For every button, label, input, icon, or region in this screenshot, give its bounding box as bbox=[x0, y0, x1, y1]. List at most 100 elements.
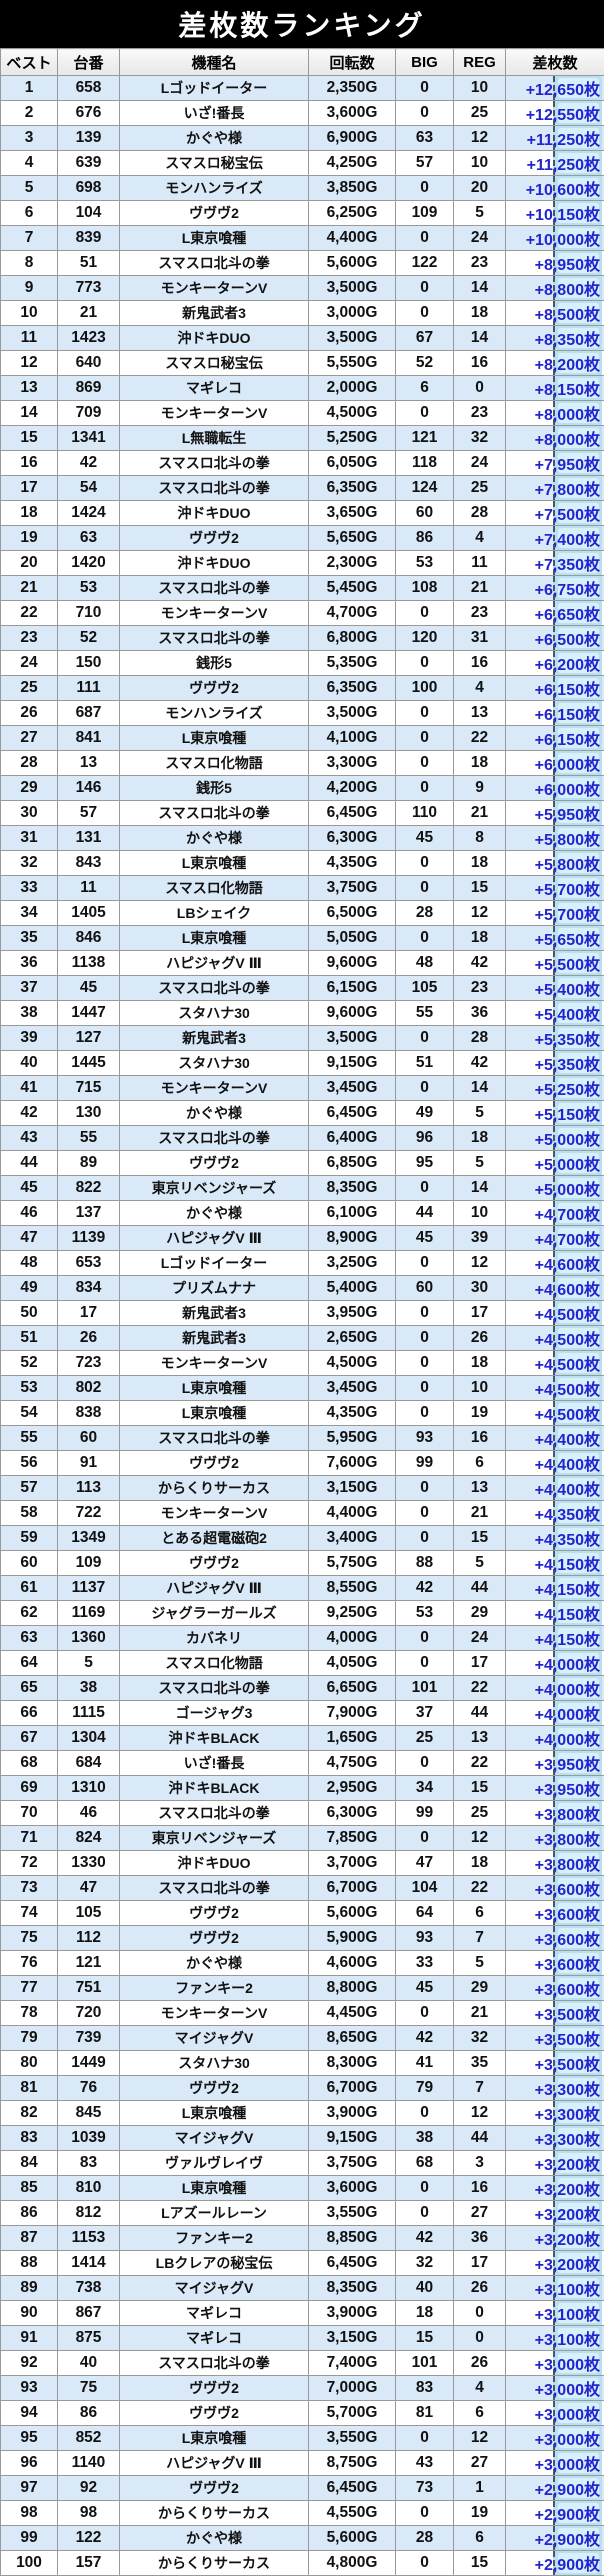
table-row: 17 54 スマスロ北斗の拳 6,350G 124 25 +7,800枚 bbox=[1, 476, 604, 501]
diff-cell: +3,000枚 bbox=[506, 2401, 604, 2426]
table-row: 9 773 モンキーターンV 3,500G 0 14 +8,800枚 bbox=[1, 276, 604, 301]
table-row: 57 113 からくりサーカス 3,150G 0 13 +4,400枚 bbox=[1, 1476, 604, 1501]
reg-count-cell: 32 bbox=[454, 2026, 506, 2051]
machine-number-cell: 773 bbox=[58, 276, 120, 301]
column-header-big: BIG bbox=[396, 49, 454, 76]
rank-cell: 31 bbox=[1, 826, 58, 851]
diff-value: +6,000枚 bbox=[535, 757, 600, 774]
diff-cell: +6,000枚 bbox=[506, 751, 604, 776]
model-name-cell: 沖ドキDUO bbox=[120, 1851, 309, 1876]
diff-cell: +4,400枚 bbox=[506, 1451, 604, 1476]
machine-number-cell: 653 bbox=[58, 1251, 120, 1276]
model-name-cell: スマスロ北斗の拳 bbox=[120, 801, 309, 826]
rank-cell: 47 bbox=[1, 1226, 58, 1251]
spins-cell: 3,150G bbox=[309, 2326, 396, 2351]
model-name-cell: 銭形5 bbox=[120, 776, 309, 801]
diff-value: +3,200枚 bbox=[535, 2157, 600, 2174]
diff-value: +5,000枚 bbox=[535, 1157, 600, 1174]
rank-cell: 59 bbox=[1, 1526, 58, 1551]
column-header-spins: 回転数 bbox=[309, 49, 396, 76]
rank-cell: 60 bbox=[1, 1551, 58, 1576]
diff-value: +3,800枚 bbox=[535, 1857, 600, 1874]
model-name-cell: マギレコ bbox=[120, 2301, 309, 2326]
table-row: 76 121 かぐや様 4,600G 33 5 +3,600枚 bbox=[1, 1951, 604, 1976]
spins-cell: 3,500G bbox=[309, 1026, 396, 1051]
big-count-cell: 0 bbox=[396, 2551, 454, 2576]
machine-number-cell: 127 bbox=[58, 1026, 120, 1051]
model-name-cell: 新鬼武者3 bbox=[120, 301, 309, 326]
machine-number-cell: 63 bbox=[58, 526, 120, 551]
diff-cell: +6,000枚 bbox=[506, 776, 604, 801]
model-name-cell: ゴージャグ3 bbox=[120, 1701, 309, 1726]
rank-cell: 45 bbox=[1, 1176, 58, 1201]
rank-cell: 19 bbox=[1, 526, 58, 551]
diff-cell: +5,000枚 bbox=[506, 1126, 604, 1151]
model-name-cell: スマスロ北斗の拳 bbox=[120, 1676, 309, 1701]
rank-cell: 69 bbox=[1, 1776, 58, 1801]
table-row: 82 845 L東京喰種 3,900G 0 12 +3,300枚 bbox=[1, 2101, 604, 2126]
big-count-cell: 0 bbox=[396, 1326, 454, 1351]
model-name-cell: L東京喰種 bbox=[120, 1376, 309, 1401]
diff-cell: +6,150枚 bbox=[506, 701, 604, 726]
diff-value: +4,500枚 bbox=[535, 1382, 600, 1399]
spins-cell: 3,400G bbox=[309, 1526, 396, 1551]
reg-count-cell: 29 bbox=[454, 1601, 506, 1626]
model-name-cell: スマスロ化物語 bbox=[120, 876, 309, 901]
diff-cell: +10,150枚 bbox=[506, 201, 604, 226]
reg-count-cell: 5 bbox=[454, 201, 506, 226]
machine-number-cell: 1039 bbox=[58, 2126, 120, 2151]
spins-cell: 7,850G bbox=[309, 1826, 396, 1851]
reg-count-cell: 18 bbox=[454, 1126, 506, 1151]
table-row: 56 91 ヴヴヴ2 7,600G 99 6 +4,400枚 bbox=[1, 1451, 604, 1476]
diff-cell: +4,500枚 bbox=[506, 1326, 604, 1351]
diff-cell: +4,600枚 bbox=[506, 1251, 604, 1276]
rank-cell: 77 bbox=[1, 1976, 58, 2001]
machine-number-cell: 1423 bbox=[58, 326, 120, 351]
big-count-cell: 67 bbox=[396, 326, 454, 351]
machine-number-cell: 54 bbox=[58, 476, 120, 501]
model-name-cell: スマスロ化物語 bbox=[120, 1651, 309, 1676]
big-count-cell: 25 bbox=[396, 1726, 454, 1751]
big-count-cell: 0 bbox=[396, 1026, 454, 1051]
spins-cell: 3,600G bbox=[309, 2176, 396, 2201]
model-name-cell: スマスロ北斗の拳 bbox=[120, 626, 309, 651]
big-count-cell: 0 bbox=[396, 1176, 454, 1201]
diff-cell: +8,500枚 bbox=[506, 301, 604, 326]
reg-count-cell: 26 bbox=[454, 2351, 506, 2376]
rank-cell: 84 bbox=[1, 2151, 58, 2176]
spins-cell: 7,600G bbox=[309, 1451, 396, 1476]
spins-cell: 4,600G bbox=[309, 1951, 396, 1976]
diff-cell: +4,500枚 bbox=[506, 1301, 604, 1326]
diff-value: +3,200枚 bbox=[535, 2257, 600, 2274]
rank-cell: 62 bbox=[1, 1601, 58, 1626]
model-name-cell: マギレコ bbox=[120, 376, 309, 401]
diff-value: +5,350枚 bbox=[535, 1032, 600, 1049]
rank-cell: 7 bbox=[1, 226, 58, 251]
big-count-cell: 122 bbox=[396, 251, 454, 276]
model-name-cell: L無職転生 bbox=[120, 426, 309, 451]
table-row: 58 722 モンキーターンV 4,400G 0 21 +4,350枚 bbox=[1, 1501, 604, 1526]
diff-value: +3,000枚 bbox=[535, 2457, 600, 2474]
machine-number-cell: 640 bbox=[58, 351, 120, 376]
rank-cell: 6 bbox=[1, 201, 58, 226]
big-count-cell: 93 bbox=[396, 1426, 454, 1451]
big-count-cell: 93 bbox=[396, 1926, 454, 1951]
big-count-cell: 0 bbox=[396, 1251, 454, 1276]
diff-cell: +5,000枚 bbox=[506, 1176, 604, 1201]
diff-value: +4,000枚 bbox=[535, 1707, 600, 1724]
machine-number-cell: 57 bbox=[58, 801, 120, 826]
big-count-cell: 99 bbox=[396, 1451, 454, 1476]
rank-cell: 36 bbox=[1, 951, 58, 976]
machine-number-cell: 60 bbox=[58, 1426, 120, 1451]
table-row: 84 83 ヴァルヴレイヴ 3,750G 68 3 +3,200枚 bbox=[1, 2151, 604, 2176]
model-name-cell: スマスロ北斗の拳 bbox=[120, 976, 309, 1001]
machine-number-cell: 1137 bbox=[58, 1576, 120, 1601]
diff-value: +3,000枚 bbox=[535, 2407, 600, 2424]
big-count-cell: 63 bbox=[396, 126, 454, 151]
reg-count-cell: 10 bbox=[454, 1376, 506, 1401]
machine-number-cell: 845 bbox=[58, 2101, 120, 2126]
table-row: 60 109 ヴヴヴ2 5,750G 88 5 +4,150枚 bbox=[1, 1551, 604, 1576]
spins-cell: 8,900G bbox=[309, 1226, 396, 1251]
model-name-cell: LBクレアの秘宝伝 bbox=[120, 2251, 309, 2276]
diff-cell: +5,700枚 bbox=[506, 876, 604, 901]
